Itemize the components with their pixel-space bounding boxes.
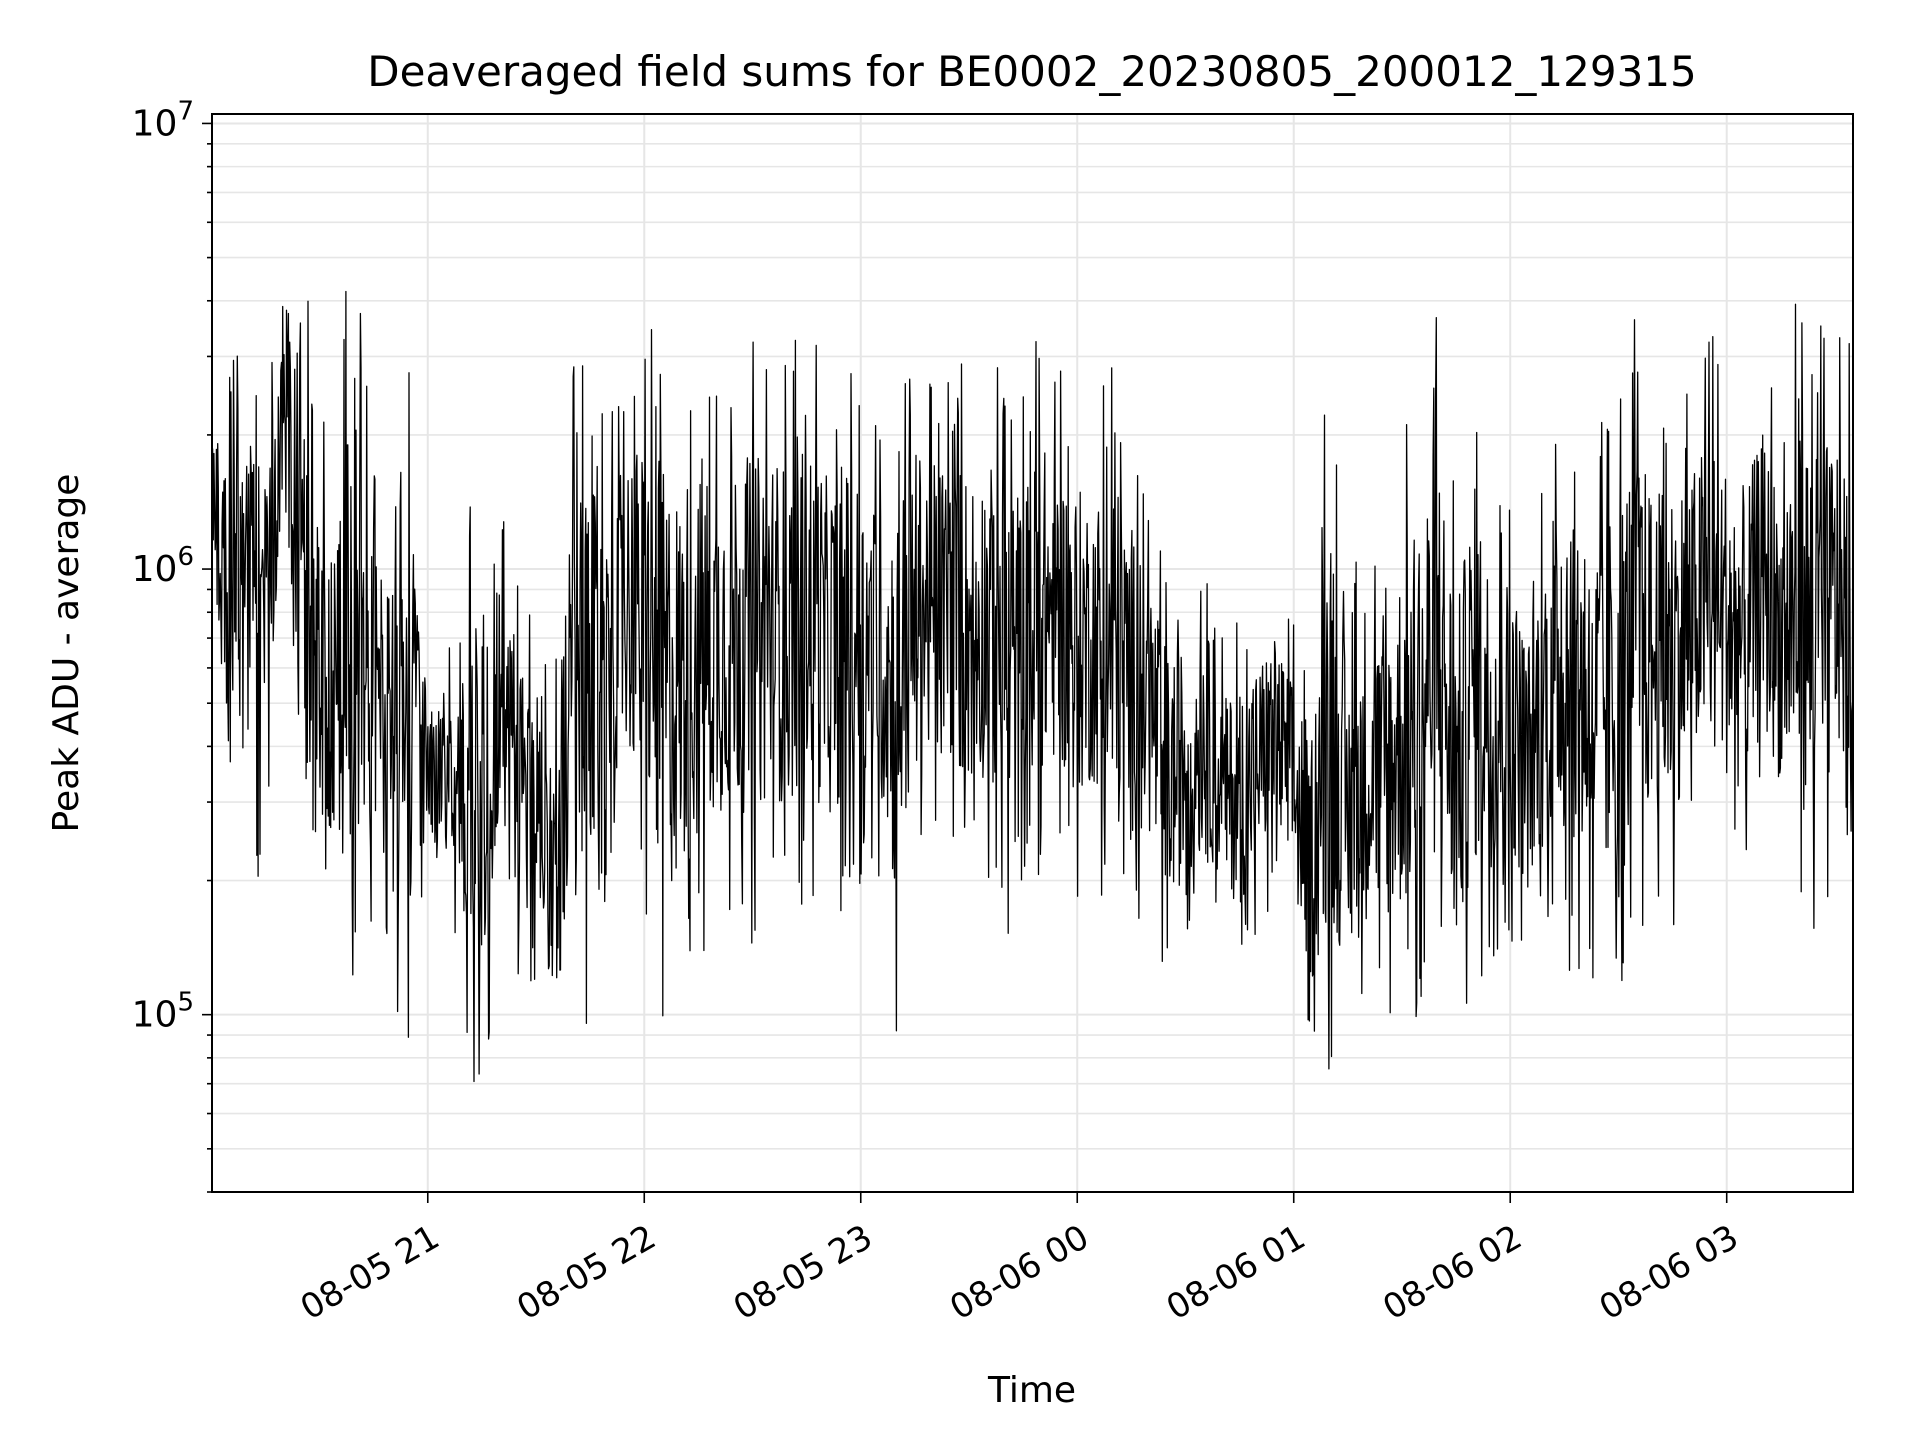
series-layer <box>211 290 1854 1083</box>
y-tick-base: 10 <box>132 995 178 1036</box>
y-tick-exponent: 5 <box>177 988 194 1018</box>
series-line <box>211 290 1854 1083</box>
plot-frame <box>211 113 1854 1193</box>
y-tick-exponent: 7 <box>177 96 194 126</box>
chart-title: Deaveraged field sums for BE0002_2023080… <box>367 47 1697 96</box>
y-tick-exponent: 6 <box>177 542 194 572</box>
y-tick-base: 10 <box>132 103 178 144</box>
x-axis-label: Time <box>987 1370 1076 1411</box>
y-tick-base: 10 <box>132 549 178 590</box>
y-axis-label: Peak ADU - average <box>46 474 87 833</box>
y-tick-label: 106 <box>132 542 194 590</box>
y-tick-label: 105 <box>132 988 194 1036</box>
y-tick-label: 107 <box>132 96 194 144</box>
